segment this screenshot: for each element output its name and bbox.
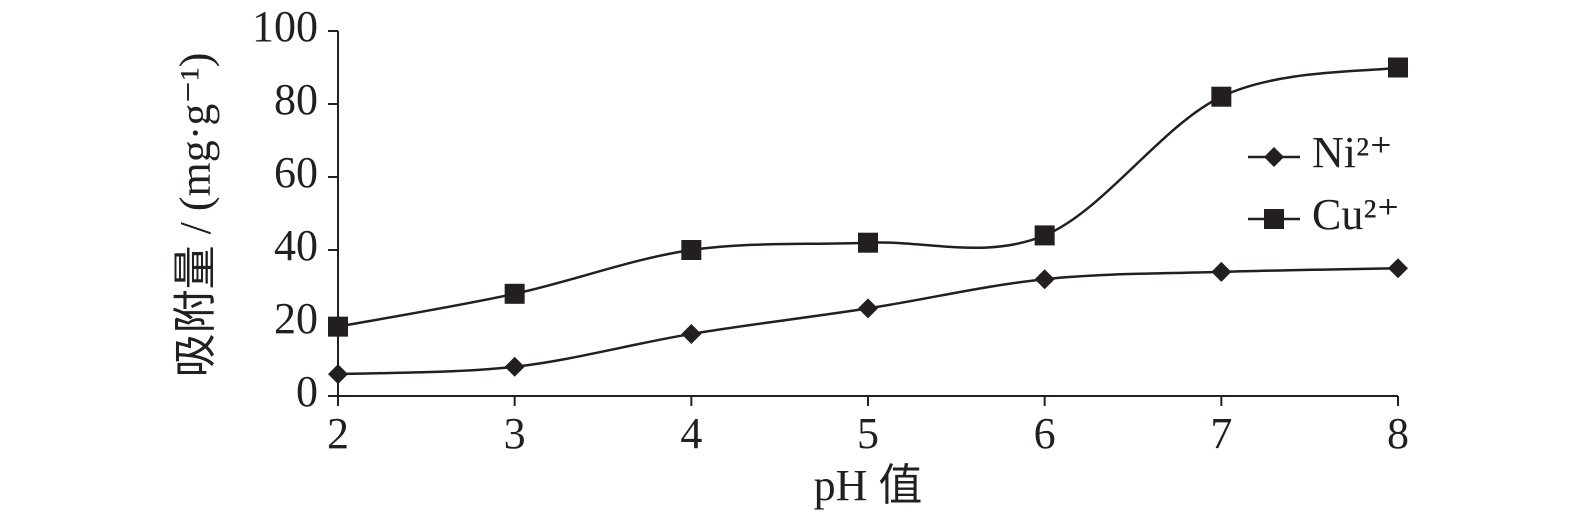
y-tick-label: 80 xyxy=(274,75,318,124)
x-tick-label: 4 xyxy=(680,409,702,458)
data-point xyxy=(1388,258,1408,279)
y-tick-label: 40 xyxy=(274,221,318,270)
x-tick-label: 8 xyxy=(1387,409,1409,458)
y-axis-label: 吸附量 / (mg·g⁻¹) xyxy=(171,53,220,378)
legend-marker xyxy=(1264,147,1284,167)
data-point xyxy=(1388,57,1408,78)
y-tick-label: 0 xyxy=(296,367,318,416)
data-point xyxy=(681,323,702,344)
series-line xyxy=(337,267,1399,376)
legend-label: Cu²⁺ xyxy=(1312,190,1400,239)
x-tick-label: 5 xyxy=(857,409,879,458)
data-point xyxy=(1211,261,1232,282)
y-tick-label: 20 xyxy=(274,294,318,343)
legend-label: Ni²⁺ xyxy=(1312,128,1392,177)
data-point xyxy=(858,232,878,253)
data-point xyxy=(1034,269,1055,290)
data-point xyxy=(504,356,525,377)
y-tick-label: 100 xyxy=(252,2,318,51)
x-tick-label: 7 xyxy=(1210,409,1232,458)
data-point xyxy=(858,298,878,319)
data-point xyxy=(328,364,348,385)
x-tick-label: 6 xyxy=(1034,409,1056,458)
data-point xyxy=(1034,225,1055,246)
x-axis-label: pH 值 xyxy=(814,461,923,510)
data-point xyxy=(1211,86,1232,107)
y-tick-label: 60 xyxy=(274,148,318,197)
x-tick-label: 3 xyxy=(504,409,526,458)
data-point xyxy=(328,316,348,337)
data-point xyxy=(504,283,525,304)
series-line xyxy=(337,66,1399,328)
x-tick-label: 2 xyxy=(327,409,349,458)
legend-marker xyxy=(1264,209,1284,229)
data-point xyxy=(681,240,702,260)
